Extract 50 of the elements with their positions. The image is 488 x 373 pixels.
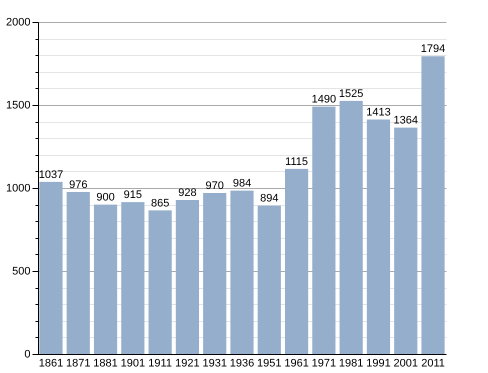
data-label: 1794 [420,43,446,56]
bar [258,206,281,354]
bar [203,192,226,354]
data-label: 865 [150,197,170,210]
y-tick-label: 500 [12,266,30,278]
x-tick-label: 2011 [421,358,445,370]
bar [39,182,63,354]
x-tick-label: 1921 [175,358,200,370]
bar [94,204,118,354]
data-label: 915 [124,189,142,202]
bar [312,106,336,354]
x-tick-label: 1901 [120,358,146,370]
data-label: 1490 [312,94,336,106]
bar [148,210,172,354]
x-tick-label: 1881 [93,358,118,370]
data-label: 928 [178,186,197,199]
x-tick-label: 1981 [338,358,364,370]
x-tick-label: 1911 [148,358,172,370]
x-tick-label: 1931 [202,358,227,370]
bar [421,56,445,354]
bar [284,168,308,354]
data-label: 970 [206,180,224,192]
bar [366,119,390,354]
x-tick-label: 1961 [284,358,309,370]
bar [176,200,200,354]
bar [66,192,90,354]
x-tick-label: 2001 [394,358,418,370]
bar [230,190,254,354]
data-label: 976 [69,178,88,191]
data-label: 900 [96,192,115,204]
x-tick-label: 1951 [257,358,282,370]
x-tick-label: 1971 [312,358,336,370]
data-label: 1525 [338,88,364,100]
data-label: 1037 [38,168,64,181]
y-tick-label: 0 [24,348,30,360]
data-label: 1115 [285,156,308,168]
x-tick-label: 1991 [366,358,391,370]
data-label: 894 [260,192,278,205]
data-label: 984 [232,178,252,190]
data-label: 1364 [394,114,418,127]
x-tick-label: 1936 [230,358,254,370]
y-tick-label: 1500 [6,100,30,112]
x-tick-label: 1871 [66,358,90,370]
bar [340,100,363,354]
bar [121,202,144,354]
bar [394,128,418,354]
y-tick-label: 1000 [6,182,30,194]
x-tick-label: 1861 [38,358,64,370]
y-tick-label: 2000 [6,16,30,28]
data-label: 1413 [366,106,391,118]
